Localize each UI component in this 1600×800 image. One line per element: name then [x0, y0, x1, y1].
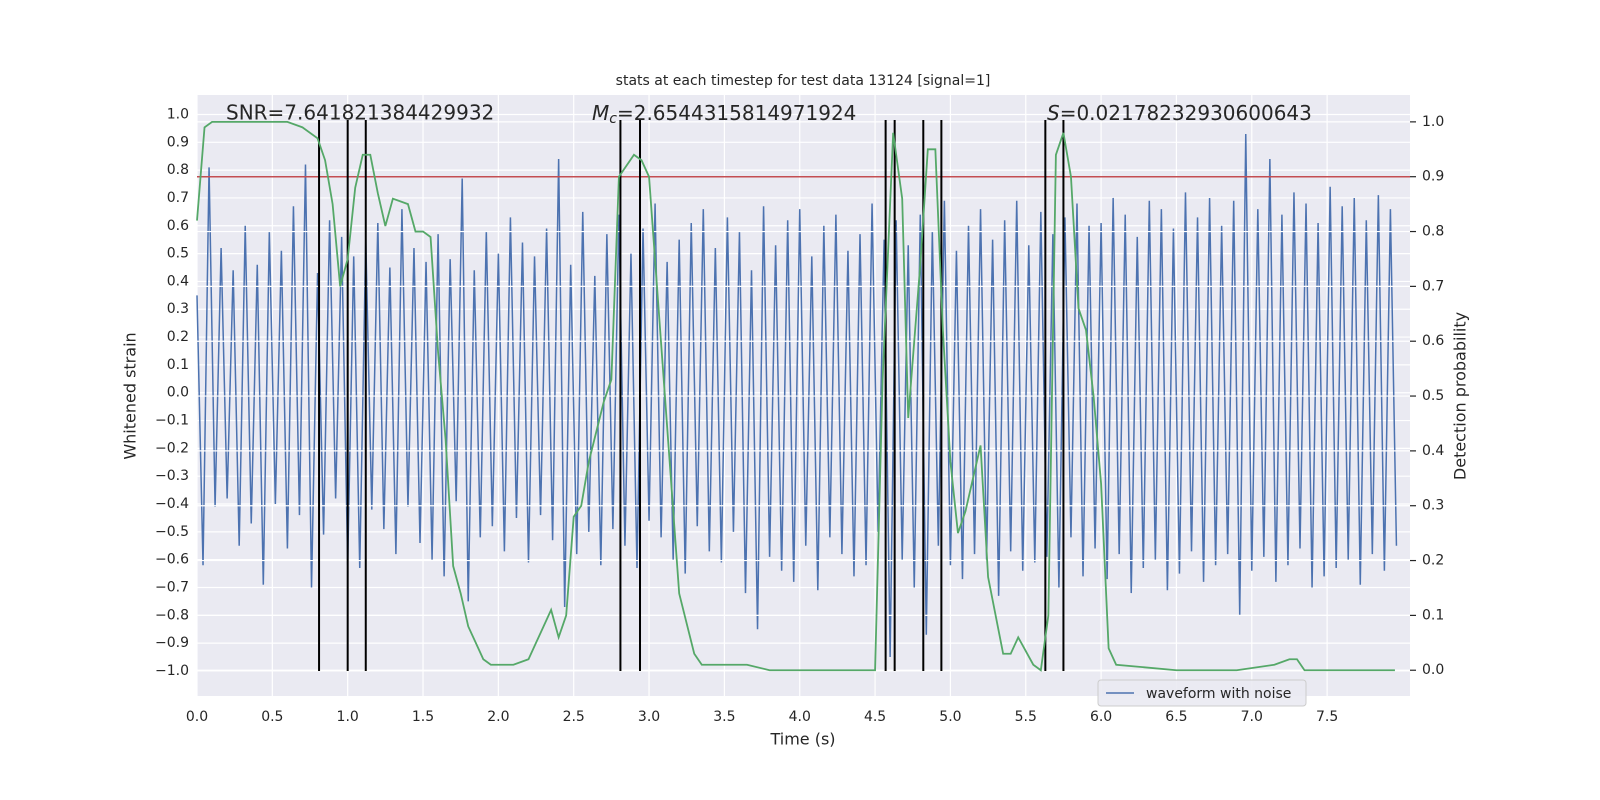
- y-tick-label: −0.5: [155, 524, 189, 540]
- y2-axis-label: Detection probability: [1451, 312, 1470, 480]
- y-tick-label: −0.9: [155, 635, 189, 651]
- chart-title: stats at each timestep for test data 131…: [616, 73, 991, 89]
- y-tick-label: −0.1: [155, 413, 189, 429]
- x-tick-label: 1.0: [337, 709, 359, 725]
- y-tick-label: −0.6: [155, 552, 189, 568]
- y-tick-label: 0.7: [167, 190, 189, 206]
- y2-tick-label: 0.0: [1422, 662, 1444, 678]
- y2-tick-label: 0.8: [1422, 224, 1444, 240]
- y2-tick-label: 0.5: [1422, 388, 1444, 404]
- y-tick-label: 0.4: [167, 273, 189, 289]
- annotation-value: =2.6544315814971924: [617, 101, 856, 125]
- annotation-value: =0.02178232930600643: [1060, 101, 1312, 125]
- y2-tick-label: 0.4: [1422, 443, 1444, 459]
- y2-tick-label: 1.0: [1422, 114, 1444, 130]
- plot-layer: [196, 95, 1410, 696]
- y-tick-label: 0.3: [167, 301, 189, 317]
- y-tick-label: 0.9: [167, 134, 189, 150]
- y-tick-label: 0.5: [167, 246, 189, 262]
- x-tick-label: 5.0: [939, 709, 961, 725]
- y-tick-label: 0.6: [167, 218, 189, 234]
- annotation: Mc=2.6544315814971924: [592, 101, 856, 128]
- legend-label: waveform with noise: [1146, 686, 1291, 702]
- annotation: SNR=7.641821384429932: [226, 101, 494, 125]
- y-tick-label: 0.8: [167, 162, 189, 178]
- legend-box: [1097, 679, 1307, 707]
- x-tick-label: 3.0: [638, 709, 660, 725]
- y2-tick-label: 0.3: [1422, 498, 1444, 514]
- probability-line: [196, 120, 1395, 672]
- annotation: S=0.02178232930600643: [1047, 101, 1312, 125]
- x-tick-label: 5.5: [1015, 709, 1037, 725]
- y-tick-label: −0.3: [155, 468, 189, 484]
- x-tick-label: 7.0: [1241, 709, 1263, 725]
- annotation-symbol: S: [1047, 101, 1060, 125]
- x-tick-label: 7.5: [1316, 709, 1338, 725]
- annotation-symbol: M: [592, 101, 609, 125]
- y-tick-label: −0.4: [155, 496, 189, 512]
- x-tick-label: 0.0: [186, 709, 208, 725]
- y2-tick-label: 0.1: [1422, 607, 1444, 623]
- y2-tick-label: 0.6: [1422, 333, 1444, 349]
- x-tick-label: 2.5: [563, 709, 585, 725]
- annotation-subscript: c: [609, 111, 617, 127]
- x-tick-label: 0.5: [261, 709, 283, 725]
- y-tick-label: −0.2: [155, 440, 189, 456]
- y-tick-label: 0.0: [167, 385, 189, 401]
- x-tick-label: 6.5: [1165, 709, 1187, 725]
- y2-tick-label: 0.9: [1422, 169, 1444, 185]
- x-tick-label: 4.5: [864, 709, 886, 725]
- y2-tick-label: 0.7: [1422, 278, 1444, 294]
- y-tick-label: 1.0: [167, 106, 189, 122]
- x-tick-label: 6.0: [1090, 709, 1112, 725]
- y-tick-label: −1.0: [155, 663, 189, 679]
- y-tick-label: 0.2: [167, 329, 189, 345]
- y-tick-label: −0.7: [155, 579, 189, 595]
- x-tick-label: 1.5: [412, 709, 434, 725]
- y2-tick-label: 0.2: [1422, 553, 1444, 569]
- y-axis-label: Whitened strain: [121, 332, 140, 459]
- x-tick-label: 2.0: [487, 709, 509, 725]
- x-tick-label: 3.5: [713, 709, 735, 725]
- x-axis-label: Time (s): [769, 730, 835, 749]
- x-tick-label: 4.0: [789, 709, 811, 725]
- y-tick-label: 0.1: [167, 357, 189, 373]
- y-tick-label: −0.8: [155, 607, 189, 623]
